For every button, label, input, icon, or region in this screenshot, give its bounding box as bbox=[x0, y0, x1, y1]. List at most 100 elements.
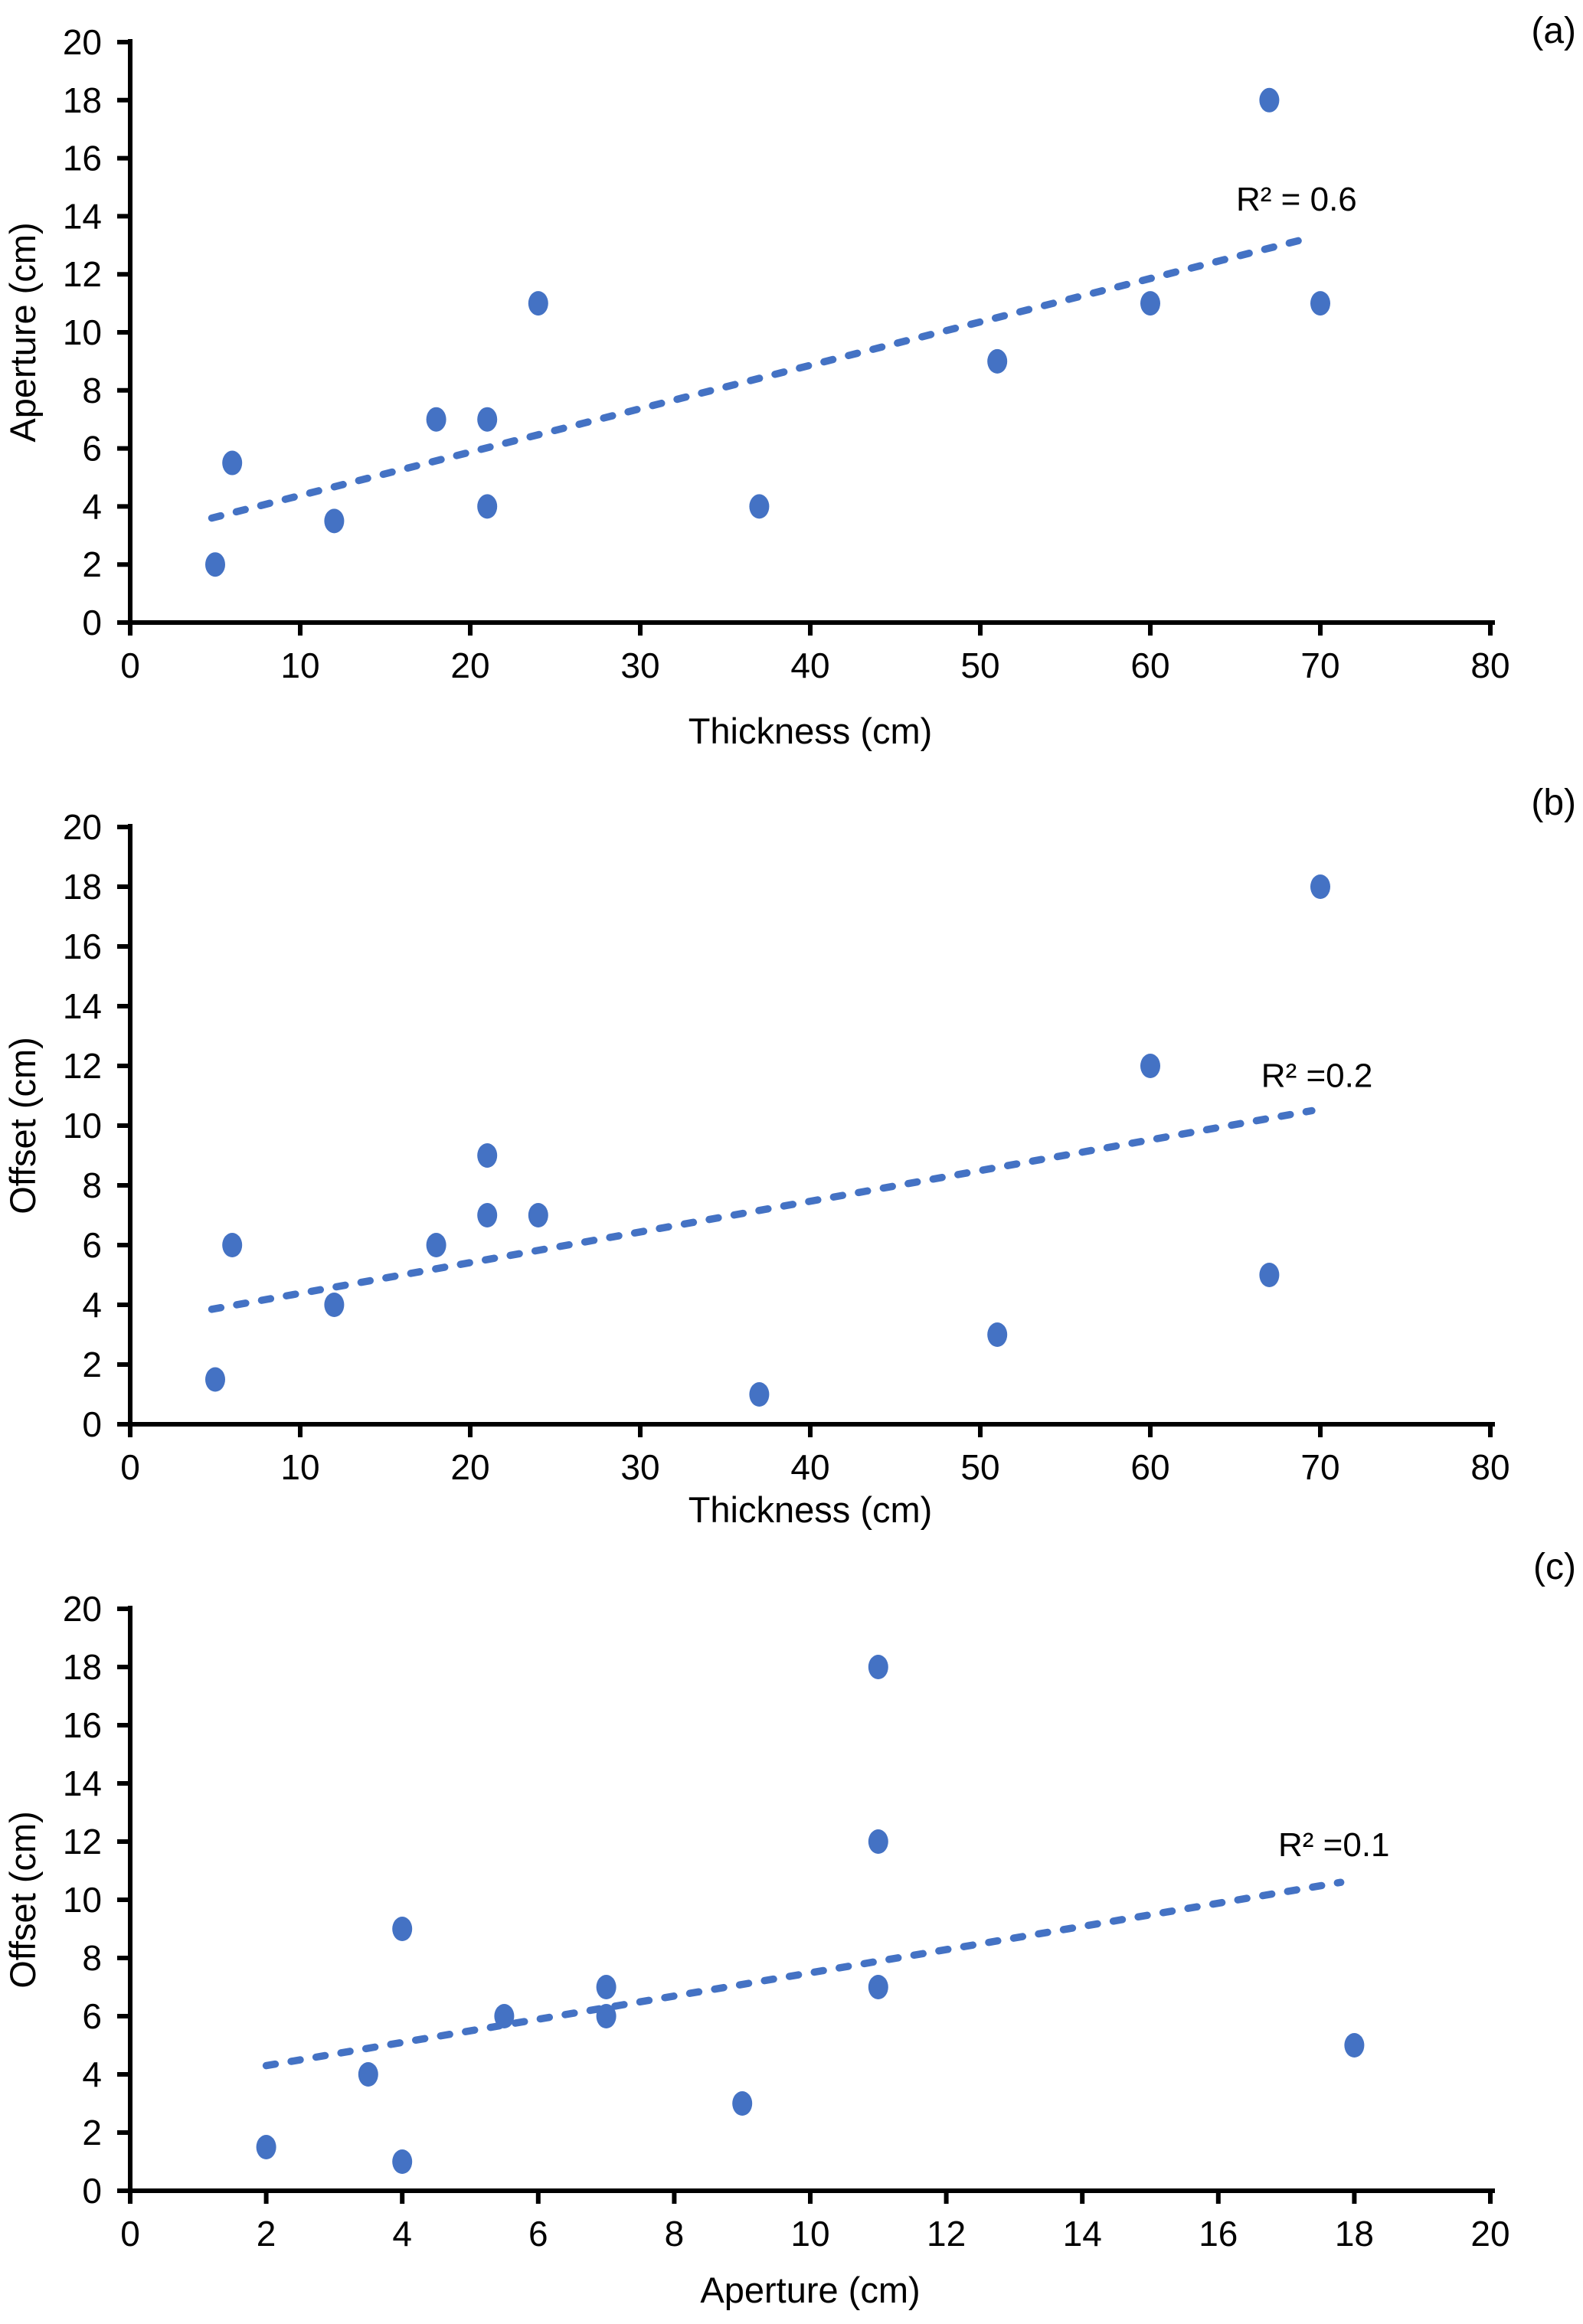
data-point bbox=[205, 552, 225, 577]
y-tick-label: 0 bbox=[82, 1404, 102, 1444]
data-point bbox=[1259, 1263, 1280, 1287]
x-tick-label: 20 bbox=[1470, 2214, 1509, 2254]
data-point bbox=[868, 1655, 888, 1679]
panel-label: (b) bbox=[1531, 783, 1576, 823]
y-tick-label: 14 bbox=[63, 196, 102, 236]
y-axis-title: Aperture (cm) bbox=[2, 222, 43, 442]
x-tick-label: 0 bbox=[120, 2214, 140, 2254]
data-point bbox=[426, 407, 446, 432]
x-tick-label: 80 bbox=[1470, 646, 1509, 685]
data-point bbox=[1140, 291, 1160, 316]
x-tick-label: 50 bbox=[960, 1447, 999, 1487]
data-point bbox=[1310, 291, 1330, 316]
y-tick-label: 10 bbox=[63, 312, 102, 352]
x-tick-label: 20 bbox=[450, 1447, 489, 1487]
data-point bbox=[596, 1975, 617, 1999]
panel-label: (c) bbox=[1533, 1547, 1576, 1587]
data-point bbox=[358, 2062, 378, 2087]
x-tick-label: 16 bbox=[1199, 2214, 1238, 2254]
x-axis-title: Thickness (cm) bbox=[688, 711, 933, 751]
data-point bbox=[205, 1367, 225, 1392]
data-point bbox=[477, 494, 498, 519]
y-tick-label: 18 bbox=[63, 1647, 102, 1687]
data-point bbox=[392, 1917, 413, 1941]
data-point bbox=[1310, 874, 1330, 899]
data-point bbox=[528, 1203, 548, 1227]
data-point bbox=[987, 348, 1008, 374]
y-tick-label: 2 bbox=[82, 2113, 102, 2152]
y-tick-label: 12 bbox=[63, 1822, 102, 1861]
r-squared-label: R² =0.2 bbox=[1261, 1057, 1373, 1094]
x-tick-label: 2 bbox=[257, 2214, 276, 2254]
data-point bbox=[749, 494, 770, 519]
x-tick-label: 40 bbox=[790, 1447, 829, 1487]
y-tick-label: 10 bbox=[63, 1106, 102, 1146]
x-tick-label: 0 bbox=[120, 1447, 140, 1487]
y-tick-label: 6 bbox=[82, 1996, 102, 2036]
y-tick-label: 20 bbox=[63, 22, 102, 62]
x-tick-label: 0 bbox=[120, 646, 140, 685]
data-point bbox=[256, 2135, 276, 2159]
data-point bbox=[324, 508, 345, 534]
r-squared-label: R² = 0.6 bbox=[1236, 181, 1357, 218]
x-tick-label: 80 bbox=[1470, 1447, 1509, 1487]
data-point bbox=[392, 2149, 413, 2174]
data-point bbox=[868, 1975, 888, 1999]
data-point bbox=[1344, 2033, 1365, 2058]
y-tick-label: 4 bbox=[82, 1285, 102, 1325]
y-tick-label: 6 bbox=[82, 429, 102, 469]
y-tick-label: 8 bbox=[82, 1938, 102, 1978]
y-tick-label: 6 bbox=[82, 1225, 102, 1265]
x-tick-label: 30 bbox=[620, 646, 659, 685]
data-point bbox=[494, 2004, 515, 2028]
data-point bbox=[596, 2004, 617, 2028]
y-axis-title: Offset (cm) bbox=[2, 1811, 43, 1989]
data-point bbox=[749, 1382, 770, 1407]
x-tick-label: 30 bbox=[620, 1447, 659, 1487]
y-tick-label: 14 bbox=[63, 986, 102, 1026]
y-tick-label: 16 bbox=[63, 1705, 102, 1745]
x-tick-label: 8 bbox=[665, 2214, 685, 2254]
y-axis-title: Offset (cm) bbox=[2, 1037, 43, 1214]
axes-lines bbox=[128, 824, 1495, 1427]
r-squared-label: R² =0.1 bbox=[1278, 1826, 1390, 1864]
x-tick-label: 50 bbox=[960, 646, 999, 685]
y-tick-label: 12 bbox=[63, 1046, 102, 1086]
data-point bbox=[1140, 1054, 1160, 1078]
y-tick-label: 4 bbox=[82, 2054, 102, 2094]
data-point bbox=[477, 1203, 498, 1227]
x-tick-label: 60 bbox=[1130, 646, 1169, 685]
panel-c: 0 2 4 6 8 10 12 14 16 18 20 0 2 4 6 8 10 12 14 16 18 20 R² =0.… bbox=[2, 1547, 1576, 2310]
x-tick-label: 70 bbox=[1300, 1447, 1339, 1487]
data-point bbox=[868, 1829, 888, 1854]
data-point bbox=[426, 1233, 446, 1257]
x-tick-label: 60 bbox=[1130, 1447, 1169, 1487]
x-tick-label: 40 bbox=[790, 646, 829, 685]
x-tick-label: 12 bbox=[927, 2214, 966, 2254]
y-tick-label: 12 bbox=[63, 254, 102, 294]
axes-lines bbox=[128, 1606, 1495, 2193]
x-tick-label: 10 bbox=[280, 1447, 319, 1487]
data-point bbox=[528, 291, 548, 316]
data-point bbox=[222, 450, 243, 476]
y-tick-label: 18 bbox=[63, 80, 102, 120]
y-tick-label: 8 bbox=[82, 371, 102, 410]
axes-lines bbox=[128, 39, 1495, 625]
y-tick-label: 2 bbox=[82, 544, 102, 584]
trendline bbox=[208, 1106, 1316, 1313]
y-tick-label: 8 bbox=[82, 1165, 102, 1205]
panel-b: 0 10 20 30 40 50 60 70 80 0 2 4 6 8 10 12 14 16 18 20 R² =0.… bbox=[2, 783, 1576, 1530]
y-tick-label: 0 bbox=[82, 2171, 102, 2211]
x-tick-label: 20 bbox=[450, 646, 489, 685]
y-tick-label: 20 bbox=[63, 807, 102, 847]
panel-label: (a) bbox=[1531, 11, 1576, 51]
x-tick-label: 18 bbox=[1335, 2214, 1374, 2254]
y-tick-label: 4 bbox=[82, 486, 102, 526]
data-point bbox=[732, 2091, 753, 2116]
data-point bbox=[987, 1322, 1008, 1347]
x-tick-label: 6 bbox=[528, 2214, 548, 2254]
y-tick-label: 16 bbox=[63, 139, 102, 178]
y-tick-label: 0 bbox=[82, 603, 102, 642]
data-point bbox=[324, 1293, 345, 1317]
